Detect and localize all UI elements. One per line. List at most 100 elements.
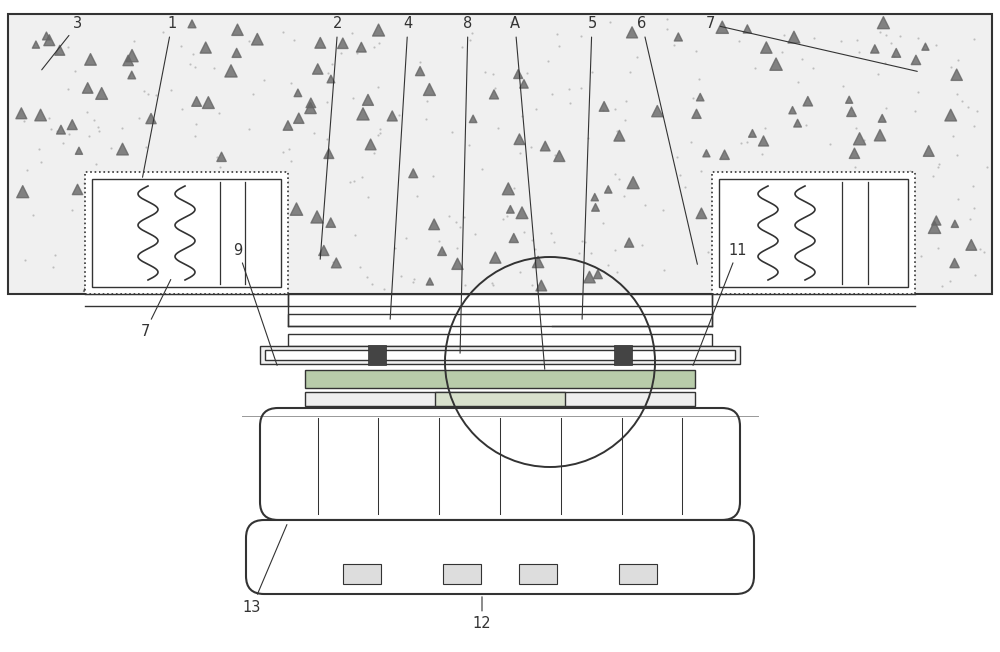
Point xyxy=(519,68,535,78)
Point xyxy=(851,46,867,57)
Point xyxy=(669,152,685,162)
Point xyxy=(847,162,863,172)
Point xyxy=(717,149,733,160)
Point xyxy=(577,237,593,248)
Point xyxy=(333,48,349,58)
Point xyxy=(790,77,806,87)
Bar xyxy=(260,346,740,364)
Point xyxy=(398,233,414,243)
Point xyxy=(187,218,203,228)
Point xyxy=(170,228,186,239)
Point xyxy=(805,63,821,73)
Point xyxy=(214,152,230,162)
Point xyxy=(571,248,587,258)
Point xyxy=(229,48,245,58)
Point xyxy=(371,38,387,49)
Point xyxy=(119,244,135,254)
Bar xyxy=(343,564,381,584)
Point xyxy=(907,106,923,116)
Point xyxy=(969,106,985,116)
Point xyxy=(419,96,435,106)
Point xyxy=(833,36,849,46)
Point xyxy=(405,276,421,287)
Point xyxy=(774,47,790,57)
Point xyxy=(786,32,802,42)
Point xyxy=(622,67,638,78)
Point xyxy=(573,82,589,93)
Point xyxy=(624,27,640,38)
Point xyxy=(551,40,567,51)
Point xyxy=(372,128,388,138)
Point xyxy=(883,38,899,48)
Point xyxy=(873,177,889,187)
Point xyxy=(122,229,138,239)
Point xyxy=(279,176,295,186)
Point xyxy=(55,138,71,148)
Point xyxy=(126,36,142,46)
Point xyxy=(186,218,202,228)
Point xyxy=(744,128,760,139)
Point xyxy=(870,68,886,79)
Point xyxy=(384,111,400,121)
Point xyxy=(454,42,470,52)
Point xyxy=(544,88,560,98)
Point xyxy=(13,108,29,119)
Point xyxy=(245,89,261,100)
Bar xyxy=(719,179,908,287)
Point xyxy=(465,113,481,124)
Point xyxy=(182,59,198,69)
Point xyxy=(947,218,963,229)
Point xyxy=(527,243,543,254)
Point xyxy=(109,238,125,248)
Point xyxy=(691,74,707,84)
Point xyxy=(43,125,59,135)
Point xyxy=(303,102,319,113)
Point xyxy=(806,33,822,44)
Point xyxy=(607,244,623,255)
Point xyxy=(692,92,708,102)
Point xyxy=(347,230,363,241)
Point xyxy=(31,143,47,154)
Point xyxy=(616,191,632,201)
Point xyxy=(774,235,790,246)
Point xyxy=(286,35,302,46)
Point xyxy=(376,284,392,294)
Point xyxy=(25,210,41,220)
Point xyxy=(960,102,976,112)
Point xyxy=(629,52,645,63)
Point xyxy=(17,255,33,265)
Point xyxy=(485,69,501,80)
Point xyxy=(319,96,335,107)
Point xyxy=(700,247,716,258)
Point xyxy=(310,64,326,74)
Point xyxy=(464,28,480,38)
Point xyxy=(595,218,611,228)
Point xyxy=(229,25,245,35)
Point xyxy=(33,110,49,120)
Bar xyxy=(712,172,915,294)
Point xyxy=(152,194,168,204)
Text: 12: 12 xyxy=(473,597,491,632)
Point xyxy=(506,183,522,194)
Point xyxy=(115,144,131,155)
Point xyxy=(877,57,893,68)
Point xyxy=(391,110,407,120)
Point xyxy=(88,159,104,170)
Point xyxy=(797,224,813,234)
Point xyxy=(323,217,339,228)
Bar xyxy=(92,179,281,287)
Point xyxy=(602,17,618,27)
Point xyxy=(621,237,637,248)
Point xyxy=(756,136,772,146)
Point xyxy=(551,151,567,161)
Point xyxy=(409,190,425,201)
Point xyxy=(309,212,325,222)
Point xyxy=(714,22,730,33)
Point xyxy=(495,215,511,225)
Point xyxy=(617,115,633,125)
Point xyxy=(927,222,943,233)
Point xyxy=(185,48,201,59)
Point xyxy=(144,240,160,250)
Point xyxy=(103,143,119,153)
Point xyxy=(80,83,96,93)
